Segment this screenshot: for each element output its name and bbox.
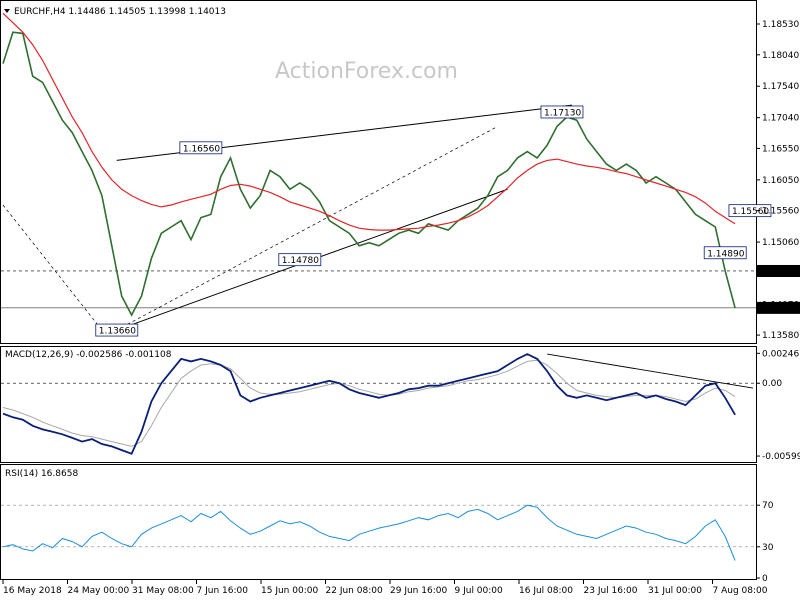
x-axis-tick-label: 9 Jul 00:00 (455, 586, 504, 596)
moving-average-line (2, 12, 736, 231)
x-axis-tick-label: 7 Jun 16:00 (197, 586, 249, 596)
price-axis-tick-label: 1.15060 (762, 238, 799, 248)
macd-main-line (2, 353, 736, 455)
price-layer: 1.13660 1.16560 1.14780 1.17130 1.14890 1.155… (1, 12, 800, 341)
price-tag-label: 1.14600 (760, 267, 797, 277)
price-header: EURCHF,H4 1.14486 1.14505 1.13998 1.1401… (14, 7, 226, 17)
price-annotation-box (95, 323, 139, 337)
rsi-line (2, 504, 736, 561)
price-annotation-label: 1.16560 (183, 144, 220, 154)
x-axis-tick-label: 23 Jul 16:00 (584, 586, 638, 596)
price-annotation-label: 1.14890 (707, 249, 744, 259)
price-annotation-label: 1.13660 (99, 327, 136, 337)
rsi-axis-tick-label: 30 (762, 543, 774, 553)
price-axis-tick-label: 1.15560 (762, 207, 799, 217)
rsi-panel[interactable] (0, 464, 757, 580)
rsi-axis-tick-label: 0 (762, 574, 768, 584)
x-axis-tick-label: 7 Aug 08:00 (713, 586, 768, 596)
x-axis-tick-label: 16 Jul 08:00 (519, 586, 573, 596)
price-axis-tick-label: 1.16550 (762, 144, 799, 154)
price-tag-box (757, 264, 800, 277)
rsi-header: RSI(14) 16.8658 (5, 469, 78, 479)
price-panel[interactable] (0, 0, 757, 344)
x-axis-tick-label: 15 Jun 00:00 (261, 586, 318, 596)
price-annotation-label: 1.17130 (544, 108, 581, 118)
price-axis-tick-label: 1.18040 (762, 51, 799, 61)
macd-axis-tick-label: 0.002463 (762, 349, 800, 359)
chart-menu-icon[interactable] (4, 9, 10, 13)
rsi-layer: 70 30 0 (1, 501, 774, 584)
x-axis-tick-label: 31 May 08:00 (132, 586, 194, 596)
macd-signal-line (2, 359, 736, 447)
price-axis-tick-label: 1.16050 (762, 176, 799, 186)
x-axis-tick-label: 22 Jun 08:00 (326, 586, 383, 596)
price-axis-tick-label: 1.17040 (762, 114, 799, 124)
price-annotation-label: 1.15560 (732, 207, 769, 217)
trendline (2, 204, 103, 331)
x-axis-tick-label: 16 May 2018 (3, 586, 62, 596)
price-series-line (2, 31, 736, 317)
x-axis-tick-label: 29 Jun 16:00 (390, 586, 447, 596)
rsi-axis-tick-label: 70 (762, 501, 774, 511)
price-annotation-box (703, 246, 747, 260)
price-annotation-box (179, 141, 223, 155)
price-tag-box (757, 301, 800, 314)
x-axis: 16 May 2018 24 May 00:00 31 May 08:00 7 Jun… (2, 580, 768, 596)
macd-axis-tick-label: -0.005992 (762, 452, 800, 462)
price-tag-label: 1.14013 (760, 304, 797, 314)
price-axis-tick-label: 1.13580 (762, 331, 799, 341)
x-axis-tick-label: 31 Jul 00:00 (648, 586, 702, 596)
price-axis-tick-label: 1.18530 (762, 20, 799, 30)
macd-header: MACD(12,26,9) -0.002586 -0.001108 (5, 350, 172, 360)
price-annotation-label: 1.14780 (282, 256, 319, 266)
macd-axis-tick-label: 0.00 (762, 379, 782, 389)
macd-layer: 0.002463 0.00 -0.005992 (1, 349, 800, 462)
macd-trendline (547, 353, 754, 389)
price-annotation-box (278, 253, 322, 267)
price-annotation-box (540, 105, 584, 119)
x-axis-tick-label: 24 May 00:00 (68, 586, 130, 596)
macd-panel[interactable] (0, 346, 757, 463)
price-annotation-box (728, 204, 772, 218)
price-axis-tick-label: 1.17540 (762, 82, 799, 92)
watermark: ActionForex.com (275, 59, 458, 84)
